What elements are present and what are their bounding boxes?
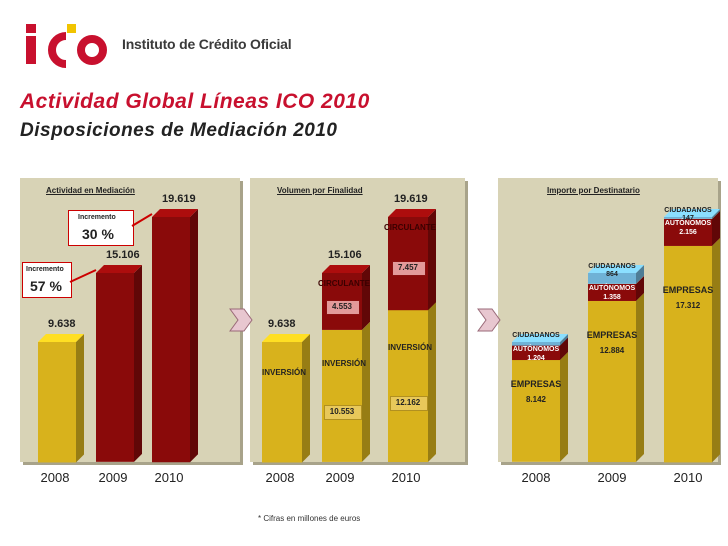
value-empresas: 8.142 [525,394,547,404]
arrow-right-icon [229,308,253,332]
panel-title-destinatario: Importe por Destinatario [547,186,640,195]
bar-inversion-2009 [322,322,370,462]
bar-autónomos-2009 [588,275,644,301]
year-label: 2008 [521,470,551,485]
bar-inversion-2008 [262,333,310,462]
bar-empresas-2008 [512,352,568,462]
bar-circulante-2009 [322,265,370,331]
bar-actividad-2008 [38,333,84,462]
bar-autónomos-2010 [664,210,720,246]
logo-text: Instituto de Crédito Oficial [122,36,292,52]
bar-empresas-2010 [664,237,720,462]
series-label-autonomos: AUTÓNOMOS [588,284,636,292]
year-label: 2009 [597,470,627,485]
series-label-inversion: INVERSIÓN [321,359,366,369]
year-label: 2009 [98,470,128,485]
increment-arrows [69,213,153,283]
value-circulante: 4.553 [331,301,353,311]
bar-actividad-2010 [152,208,198,462]
year-label: 2008 [265,470,295,485]
bar-inversion-2010 [388,301,436,462]
bar-total-label: 15.106 [328,249,362,262]
bar-value-label: 15.106 [106,249,140,262]
value-ciudadanos: 864 [606,271,618,279]
bar-ciudadanos-2010 [664,208,720,219]
bar-value-label: 9.638 [48,317,76,330]
value-box [324,404,362,420]
year-label: 2010 [154,470,184,485]
year-label: 2010 [391,470,421,485]
series-label-ciudadanos: CIUDADANOS [664,206,712,214]
value-empresas: 17.312 [675,300,701,310]
value-inversion: 10.553 [329,406,355,416]
value-box [326,299,360,315]
value-inversion: 12.162 [395,398,421,408]
value-autonomos: 1.358 [603,293,621,301]
bar-ciudadanos-2008 [512,333,568,346]
value-box [392,261,426,277]
increment-box [68,210,134,246]
bar-value-label: 19.619 [162,192,196,205]
year-label: 2010 [673,470,703,485]
bar-empresas-2009 [588,292,644,462]
series-label-ciudadanos: CIUDADANOS [512,331,560,339]
value-empresas: 12.884 [599,345,625,355]
panel-title-finalidad: Volumen por Finalidad [277,186,363,195]
year-label: 2008 [40,470,70,485]
page-subtitle: Disposiciones de Mediación 2010 [20,120,338,141]
bar-total-label: 9.638 [268,317,296,330]
series-label-empresas: EMPRESAS [662,284,714,295]
value-ciudadanos: 147 [682,214,694,222]
increment-value: 30 % [82,226,114,242]
series-label-circulante: CIRCULANTE [318,279,370,289]
panel-title-actividad: Actividad en Mediación [46,186,135,195]
value-circulante: 7.457 [397,263,419,273]
bar-actividad-2009 [96,265,142,462]
increment-label: Incremento [78,214,116,221]
value-autonomos: 1.204 [527,355,545,363]
footnote: * Cifras en millones de euros [258,514,361,523]
series-label-circulante: CIRCULANTE [384,222,436,232]
year-label: 2009 [325,470,355,485]
series-label-inversion: INVERSIÓN [387,343,432,353]
increment-value: 57 % [30,278,62,294]
series-label-empresas: EMPRESAS [510,378,562,389]
value-box [390,396,428,412]
series-label-autonomos: AUTÓNOMOS [664,219,712,227]
arrow-right-icon [477,308,501,332]
increment-label: Incremento [26,266,64,273]
bar-autónomos-2008 [512,337,568,361]
value-autonomos: 2.156 [679,228,697,236]
bar-total-label: 19.619 [394,192,428,205]
ico-logo [26,24,107,68]
series-label-empresas: EMPRESAS [586,329,638,340]
bar-ciudadanos-2009 [588,265,644,284]
series-label-ciudadanos: CIUDADANOS [588,263,636,271]
page-title: Actividad Global Líneas ICO 2010 [20,90,370,113]
series-label-inversion: INVERSIÓN [261,368,306,378]
increment-box [22,262,72,298]
series-label-autonomos: AUTÓNOMOS [512,346,560,354]
